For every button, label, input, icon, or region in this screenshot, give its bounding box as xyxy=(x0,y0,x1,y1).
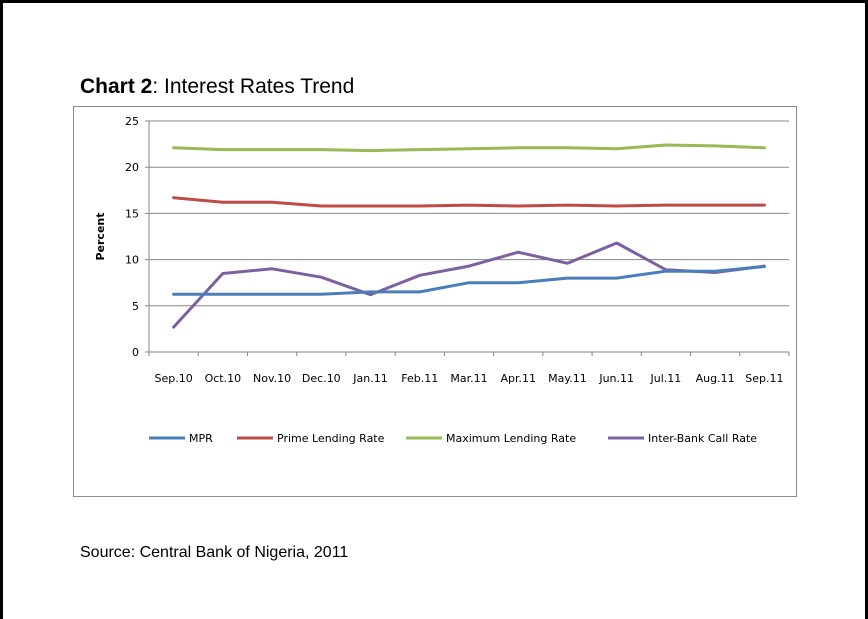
series-line-mpr xyxy=(172,265,766,296)
source-note: Source: Central Bank of Nigeria, 2011 xyxy=(80,544,349,561)
legend-label: MPR xyxy=(189,432,213,445)
y-tick-label: 0 xyxy=(132,346,139,359)
series-line-prime-lending-rate xyxy=(172,196,766,208)
y-tick-label: 15 xyxy=(125,207,139,220)
x-tick-label: Apr.11 xyxy=(500,372,536,385)
legend-label: Inter-Bank Call Rate xyxy=(648,432,757,445)
y-tick-label: 5 xyxy=(132,300,139,313)
chart-title-text: : Interest Rates Trend xyxy=(152,75,355,98)
legend-label: Prime Lending Rate xyxy=(277,432,385,445)
x-tick-label: Oct.10 xyxy=(205,372,242,385)
y-tick-label: 20 xyxy=(125,161,139,174)
x-tick-label: Dec.10 xyxy=(302,372,341,385)
x-tick-label: Sep.11 xyxy=(745,372,783,385)
chart-title: Chart 2: Interest Rates Trend xyxy=(80,75,354,99)
chart-area: 0 5 10 15 20 25 Sep.10 Oct.10 Nov.10 Dec.10 Jan.11… xyxy=(73,106,797,497)
x-tick-label: Jun.11 xyxy=(598,372,634,385)
y-tick-label: 25 xyxy=(125,115,139,128)
series-line-maximum-lending-rate xyxy=(172,143,766,153)
x-tick-label: Aug.11 xyxy=(696,372,735,385)
chart-title-number: Chart 2 xyxy=(80,75,153,98)
x-tick-label: Nov.10 xyxy=(253,372,291,385)
x-tick-label: Jan.11 xyxy=(352,372,387,385)
series-line-inter-bank-call-rate xyxy=(172,241,766,329)
y-axis-title: Percent xyxy=(94,212,107,260)
legend-label: Maximum Lending Rate xyxy=(446,432,576,445)
line-chart: 0 5 10 15 20 25 Sep.10 Oct.10 Nov.10 Dec.10 Jan.11… xyxy=(94,115,790,445)
x-tick-label: Sep.10 xyxy=(154,372,192,385)
x-tick-label: Mar.11 xyxy=(450,372,487,385)
x-tick-label: Jul.11 xyxy=(650,372,682,385)
x-tick-label: Feb.11 xyxy=(401,372,438,385)
x-tick-label: May.11 xyxy=(548,372,587,385)
y-tick-label: 10 xyxy=(125,254,139,267)
